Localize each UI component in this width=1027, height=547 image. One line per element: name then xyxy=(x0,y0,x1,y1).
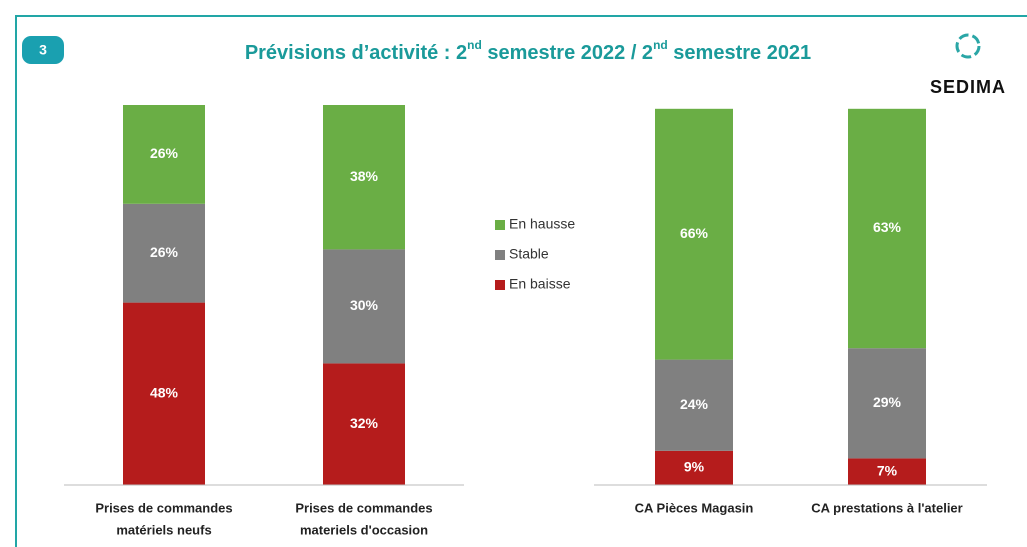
data-label: 63% xyxy=(873,219,902,235)
data-label: 26% xyxy=(150,145,179,161)
data-label: 38% xyxy=(350,168,379,184)
bar-segment xyxy=(123,203,205,303)
data-label: 48% xyxy=(150,385,179,401)
legend-swatch xyxy=(495,220,505,230)
bar-segment xyxy=(848,108,926,349)
title-part: semestre 2021 xyxy=(668,42,811,64)
data-label: 30% xyxy=(350,297,379,313)
legend-label: En hausse xyxy=(509,216,575,232)
title-part: semestre 2022 / 2 xyxy=(482,42,653,64)
bar-segment xyxy=(655,359,733,451)
legend-swatch xyxy=(495,250,505,260)
data-label: 26% xyxy=(150,244,179,260)
data-label: 9% xyxy=(684,459,705,475)
logo-icon xyxy=(955,33,981,59)
x-tick-label: matériels neufs xyxy=(116,522,211,537)
logo-text: SEDIMA xyxy=(930,77,1006,97)
bar-segment xyxy=(323,249,405,364)
bar-segment xyxy=(848,348,926,459)
slide-badge xyxy=(22,36,64,64)
bar-segment xyxy=(848,458,926,485)
x-tick-label: materiels d'occasion xyxy=(300,522,428,537)
slide-frame xyxy=(15,15,1027,547)
title-part: Prévisions d’activité : 2 xyxy=(245,42,467,64)
x-tick-label: Prises de commandes xyxy=(295,500,432,515)
data-label: 29% xyxy=(873,394,902,410)
data-label: 32% xyxy=(350,415,379,431)
data-label: 24% xyxy=(680,396,709,412)
bar-segment xyxy=(655,450,733,485)
legend-swatch xyxy=(495,280,505,290)
bar-segment xyxy=(123,302,205,485)
title-sup: nd xyxy=(467,38,482,52)
x-tick-label: Prises de commandes xyxy=(95,500,232,515)
x-tick-label: CA Pièces Magasin xyxy=(635,500,754,515)
legend-label: En baisse xyxy=(509,276,571,292)
bar-segment xyxy=(123,105,205,204)
title-sup: nd xyxy=(653,38,668,52)
legend-label: Stable xyxy=(509,246,549,262)
x-tick-label: CA prestations à l'atelier xyxy=(811,500,962,515)
data-label: 7% xyxy=(877,462,898,478)
bar-segment xyxy=(655,108,733,360)
data-label: 66% xyxy=(680,225,709,241)
slide-number: 3 xyxy=(39,42,47,58)
bar-segment xyxy=(323,363,405,485)
slide-title: Prévisions d’activité : 2nd semestre 202… xyxy=(245,38,811,64)
bar-segment xyxy=(323,105,405,250)
